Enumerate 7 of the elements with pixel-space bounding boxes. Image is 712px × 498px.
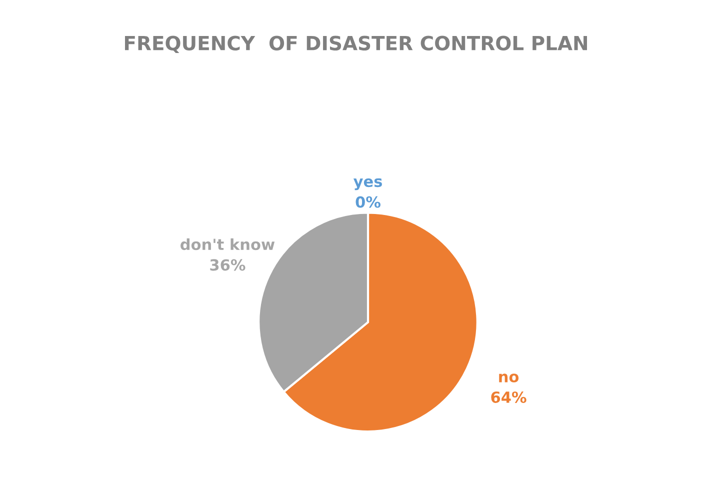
data-label: 36% bbox=[210, 259, 246, 271]
text: 0% bbox=[356, 196, 380, 208]
data-label: 64% bbox=[491, 391, 526, 403]
category-label: yes bbox=[353, 178, 382, 190]
slice-label: don't know bbox=[180, 238, 275, 250]
slice-label: no bbox=[499, 374, 519, 382]
chart-title: FREQUENCY OF DISASTER CONTROL PLAN bbox=[125, 36, 587, 54]
